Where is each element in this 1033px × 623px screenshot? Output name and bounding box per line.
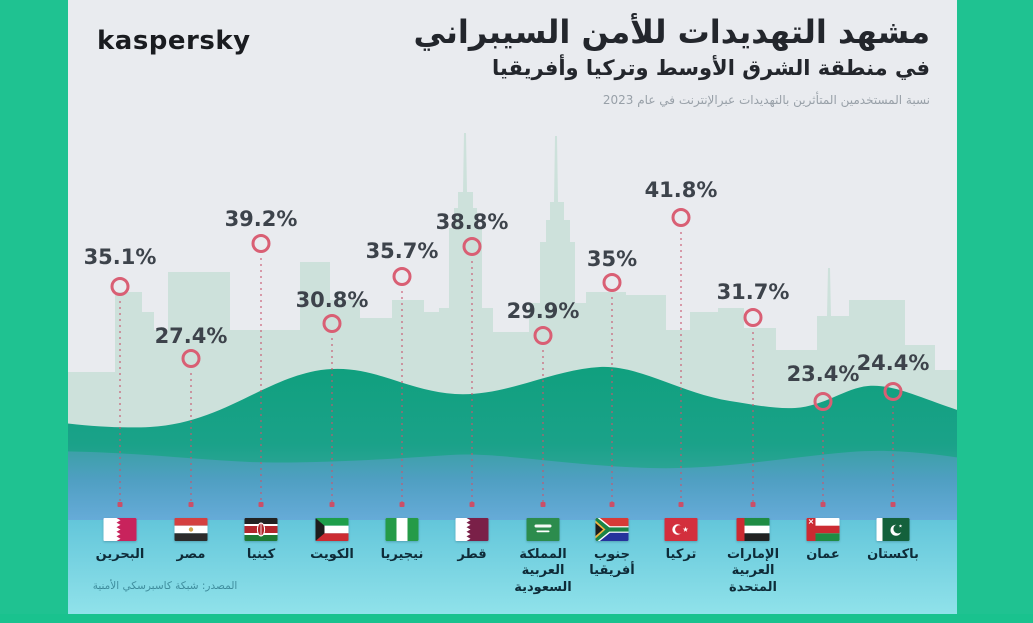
country-label: قطر — [457, 547, 487, 562]
leader-tip-nigeria — [399, 502, 405, 507]
flag-kuwait-icon — [315, 518, 349, 541]
page-subtitle: في منطقة الشرق الأوسط وتركيا وأفريقيا — [492, 56, 930, 80]
flag-oman-icon — [806, 518, 840, 541]
dotted-leader-pakistan — [892, 406, 894, 502]
flag-uae-icon — [736, 518, 770, 541]
marker-ring-turkey — [671, 208, 691, 227]
country-label: الإمارات العربية المتحدة — [726, 547, 780, 595]
value-label-nigeria: 35.7% — [365, 239, 439, 263]
country-label: نيجيريا — [380, 547, 424, 562]
value-label-saudi-arabia: 29.9% — [506, 299, 580, 323]
page-note: نسبة المستخدمين المتأثرين بالتهديدات عبر… — [602, 93, 930, 107]
flag-egypt-icon — [174, 518, 208, 541]
country-label: تركيا — [665, 547, 697, 562]
marker-ring-kenya — [251, 234, 271, 253]
marker-ring-qatar — [462, 237, 482, 256]
leader-tip-egypt — [188, 502, 194, 507]
leader-tip-kuwait — [329, 502, 335, 507]
marker-ring-nigeria — [392, 267, 412, 286]
flag-pakistan-icon — [876, 518, 910, 541]
flag-saudi-arabia-icon — [526, 518, 560, 541]
source-note: المصدر: شبكة كاسبرسكي الأمنية — [92, 580, 238, 592]
marker-ring-south-africa — [602, 273, 622, 292]
flag-turkey-icon — [664, 518, 698, 541]
marker-ring-kuwait — [322, 314, 342, 333]
header: مشهد التهديدات للأمن السيبراني في منطقة … — [413, 12, 930, 107]
value-label-kuwait: 30.8% — [295, 288, 369, 312]
flag-nigeria-icon — [385, 518, 419, 541]
country-label: جنوب أفريقيا — [589, 547, 635, 579]
flag-qatar-icon — [455, 518, 489, 541]
country-label: عمان — [806, 547, 840, 562]
marker-ring-saudi-arabia — [533, 326, 553, 345]
marker-ring-oman — [813, 392, 833, 411]
value-label-kenya: 39.2% — [224, 207, 298, 231]
country-label: مصر — [176, 547, 206, 562]
dotted-leader-egypt — [190, 373, 192, 502]
kaspersky-logo: kaspersky — [97, 26, 251, 56]
leader-tip-qatar — [469, 502, 475, 507]
flag-kenya-icon — [244, 518, 278, 541]
country-label: باكستان — [867, 547, 919, 562]
leader-tip-uae — [750, 502, 756, 507]
marker-ring-bahrain — [110, 277, 130, 296]
value-label-south-africa: 35% — [586, 247, 638, 271]
country-label: الكويت — [310, 547, 354, 562]
value-label-turkey: 41.8% — [644, 178, 718, 202]
value-label-bahrain: 35.1% — [83, 245, 157, 269]
dotted-leader-kuwait — [331, 338, 333, 502]
dotted-leader-bahrain — [119, 301, 121, 502]
value-label-uae: 31.7% — [716, 280, 790, 304]
value-label-egypt: 27.4% — [154, 324, 228, 348]
value-label-qatar: 38.8% — [435, 210, 509, 234]
dotted-leader-saudi-arabia — [542, 350, 544, 502]
marker-ring-uae — [743, 308, 763, 327]
marker-ring-egypt — [181, 349, 201, 368]
dotted-leader-oman — [822, 416, 824, 502]
dotted-leader-kenya — [260, 258, 262, 502]
right-green-bar — [957, 0, 1033, 623]
leader-tip-kenya — [258, 502, 264, 507]
leader-tip-south-africa — [609, 502, 615, 507]
marker-ring-pakistan — [883, 382, 903, 401]
leader-tip-pakistan — [890, 502, 896, 507]
bottom-green-strip — [0, 614, 1033, 623]
dotted-leader-nigeria — [401, 291, 403, 502]
value-label-pakistan: 24.4% — [856, 351, 930, 375]
value-label-oman: 23.4% — [786, 362, 860, 386]
left-green-bar — [0, 0, 68, 623]
hill-silhouette — [0, 366, 1033, 470]
country-label: البحرين — [95, 547, 145, 562]
page-title: مشهد التهديدات للأمن السيبراني — [413, 13, 930, 51]
dotted-leader-qatar — [471, 261, 473, 502]
dotted-leader-turkey — [680, 232, 682, 502]
shore-band — [0, 520, 1033, 614]
flag-south-africa-icon — [595, 518, 629, 541]
dotted-leader-uae — [752, 332, 754, 502]
leader-tip-oman — [820, 502, 826, 507]
leader-tip-turkey — [678, 502, 684, 507]
leader-tip-bahrain — [117, 502, 123, 507]
flag-bahrain-icon — [103, 518, 137, 541]
country-label: المملكة العربية السعودية — [514, 547, 572, 595]
dotted-leader-south-africa — [611, 297, 613, 502]
country-label: كينيا — [246, 547, 276, 562]
leader-tip-saudi-arabia — [540, 502, 546, 507]
